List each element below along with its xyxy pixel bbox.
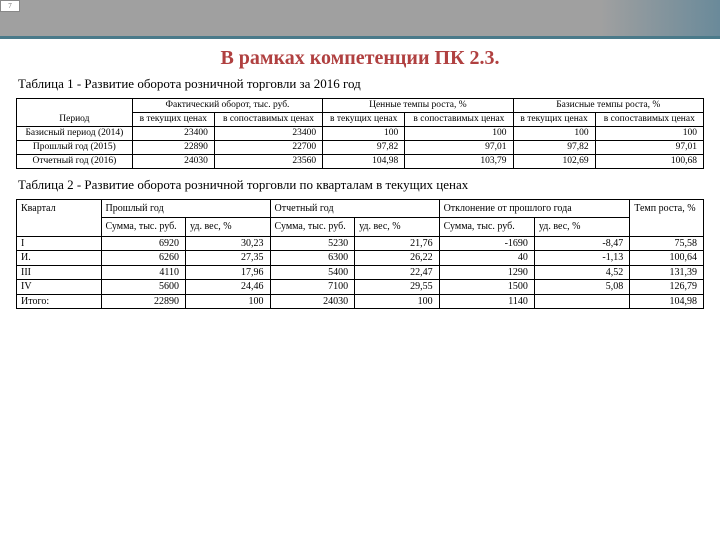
t1-h-comp: в сопоставимых ценах (595, 112, 703, 126)
t1-h-cur: в текущих ценах (132, 112, 214, 126)
table-cell: 24030 (270, 294, 355, 309)
page-title: В рамках компетенции ПК 2.3. (0, 47, 720, 70)
table-row-label: Прошлый год (2015) (17, 140, 133, 154)
table-cell: 5,08 (534, 280, 629, 295)
table-cell: 26,22 (355, 251, 440, 266)
page-number: 7 (0, 0, 20, 12)
table-cell: 102,69 (513, 154, 595, 168)
table-cell: 21,76 (355, 236, 440, 251)
table-cell: 1140 (439, 294, 534, 309)
t2-h-rate: Темп роста, % (630, 199, 704, 236)
t1-h-period: Период (17, 99, 133, 127)
table-cell: 24030 (132, 154, 214, 168)
t1-h-cur: в текущих ценах (513, 112, 595, 126)
table-cell: 4110 (101, 265, 186, 280)
table-cell: 4,52 (534, 265, 629, 280)
table-cell: 97,01 (595, 140, 703, 154)
table-cell: 23560 (214, 154, 322, 168)
table-cell: 6920 (101, 236, 186, 251)
t2-h-wt: уд. вес, % (186, 218, 271, 237)
t1-h-chain: Ценные темпы роста, % (323, 99, 513, 113)
table-cell: 23400 (214, 126, 322, 140)
table-cell: 131,39 (630, 265, 704, 280)
table-cell: 40 (439, 251, 534, 266)
table-cell: 24,46 (186, 280, 271, 295)
table-cell: 100,64 (630, 251, 704, 266)
table-2: Квартал Прошлый год Отчетный год Отклоне… (16, 199, 704, 310)
table-cell: 100 (595, 126, 703, 140)
table-cell: -8,47 (534, 236, 629, 251)
table-cell: 22890 (132, 140, 214, 154)
t1-h-fact: Фактический оборот, тыс. руб. (132, 99, 322, 113)
table-row-label: IV (17, 280, 102, 295)
table-cell: 30,23 (186, 236, 271, 251)
table-row-label: Итого: (17, 294, 102, 309)
t1-h-comp: в сопоставимых ценах (405, 112, 513, 126)
table-cell: 27,35 (186, 251, 271, 266)
table-cell: 22,47 (355, 265, 440, 280)
table-cell: 104,98 (630, 294, 704, 309)
table-cell: 100 (355, 294, 440, 309)
table-cell: 1290 (439, 265, 534, 280)
table-cell: 104,98 (323, 154, 405, 168)
t2-h-sum: Сумма, тыс. руб. (101, 218, 186, 237)
table-row-label: III (17, 265, 102, 280)
table-cell: 5600 (101, 280, 186, 295)
t1-h-base: Базисные темпы роста, % (513, 99, 703, 113)
table-cell: 100 (405, 126, 513, 140)
table-cell: 22890 (101, 294, 186, 309)
table-cell: 97,82 (323, 140, 405, 154)
table-row-label: I (17, 236, 102, 251)
t1-h-comp: в сопоставимых ценах (214, 112, 322, 126)
table-cell: 97,82 (513, 140, 595, 154)
table-cell: 126,79 (630, 280, 704, 295)
table-cell: 5230 (270, 236, 355, 251)
t2-h-cur: Отчетный год (270, 199, 439, 218)
table-1: Период Фактический оборот, тыс. руб. Цен… (16, 98, 704, 169)
table-cell: 100 (513, 126, 595, 140)
table-cell: 7100 (270, 280, 355, 295)
table-cell: 100 (323, 126, 405, 140)
table-cell: -1,13 (534, 251, 629, 266)
table-cell: 23400 (132, 126, 214, 140)
t2-h-prev: Прошлый год (101, 199, 270, 218)
table-cell: -1690 (439, 236, 534, 251)
top-decor-bar: 7 (0, 0, 720, 39)
t2-h-sum: Сумма, тыс. руб. (270, 218, 355, 237)
table-cell: 100 (186, 294, 271, 309)
table-row-label: Отчетный год (2016) (17, 154, 133, 168)
t1-h-cur: в текущих ценах (323, 112, 405, 126)
table-cell: 22700 (214, 140, 322, 154)
table-cell (534, 294, 629, 309)
t2-h-dev: Отклонение от прошлого года (439, 199, 630, 218)
table1-caption: Таблица 1 - Развитие оборота розничной т… (18, 76, 720, 92)
table-cell: 100,68 (595, 154, 703, 168)
table-row-label: Базисный период (2014) (17, 126, 133, 140)
t2-h-quarter: Квартал (17, 199, 102, 236)
table-cell: 75,58 (630, 236, 704, 251)
table-cell: 29,55 (355, 280, 440, 295)
table-cell: 6260 (101, 251, 186, 266)
table-cell: 17,96 (186, 265, 271, 280)
t2-h-wt: уд. вес, % (355, 218, 440, 237)
table2-caption: Таблица 2 - Развитие оборота розничной т… (18, 177, 720, 193)
table-cell: 103,79 (405, 154, 513, 168)
table-cell: 1500 (439, 280, 534, 295)
t2-h-sum: Сумма, тыс. руб. (439, 218, 534, 237)
table-cell: 97,01 (405, 140, 513, 154)
table-row-label: И. (17, 251, 102, 266)
table-cell: 5400 (270, 265, 355, 280)
table-cell: 6300 (270, 251, 355, 266)
t2-h-wt: уд. вес, % (534, 218, 629, 237)
